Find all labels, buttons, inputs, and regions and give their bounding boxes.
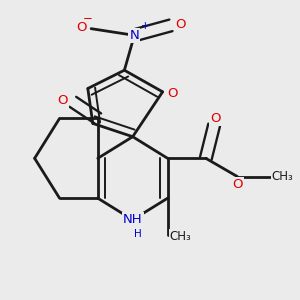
Text: +: + xyxy=(141,21,149,31)
Text: O: O xyxy=(58,94,68,106)
Text: N: N xyxy=(130,29,139,42)
Text: O: O xyxy=(176,18,186,31)
Text: CH₃: CH₃ xyxy=(271,170,293,183)
Text: NH: NH xyxy=(123,213,142,226)
Text: H: H xyxy=(134,229,142,239)
Text: O: O xyxy=(167,87,178,100)
Text: −: − xyxy=(83,12,93,25)
Text: O: O xyxy=(211,112,221,125)
Text: O: O xyxy=(76,20,87,34)
Text: O: O xyxy=(232,178,243,191)
Text: CH₃: CH₃ xyxy=(169,230,191,243)
